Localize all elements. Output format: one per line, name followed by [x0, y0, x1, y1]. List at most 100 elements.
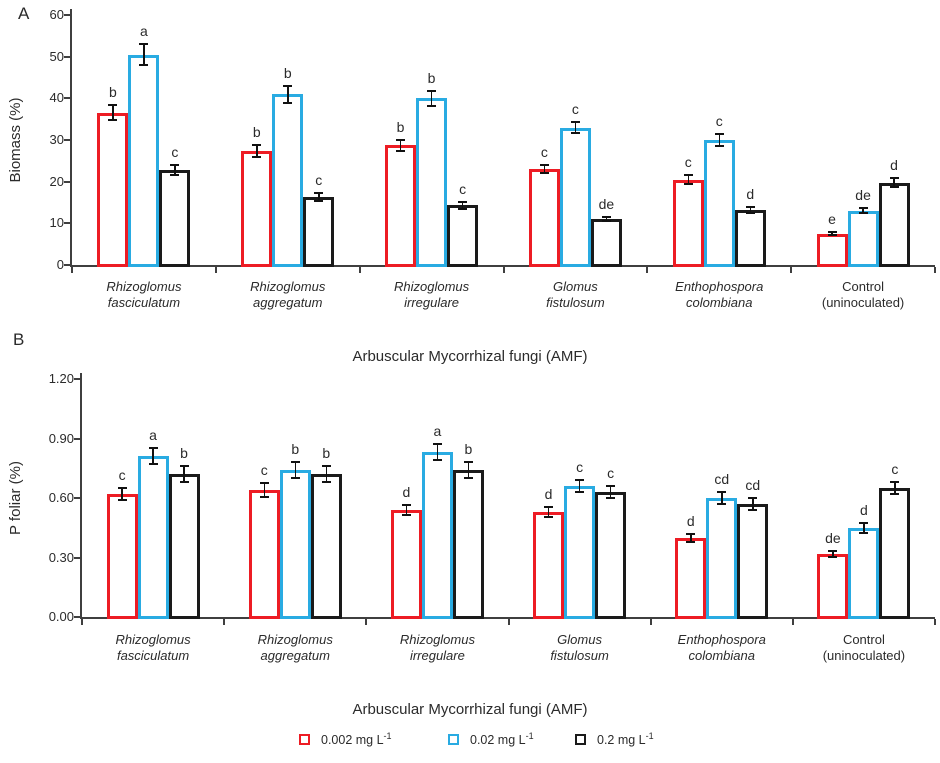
error-bar-cap: [717, 502, 727, 505]
y-tick-label: 60: [49, 7, 64, 22]
x-tick: [934, 619, 936, 625]
y-axis: [80, 373, 82, 619]
panel-b-letter: B: [13, 330, 25, 349]
error-bar-line: [862, 208, 864, 214]
error-bar-cap: [252, 156, 262, 159]
sig-letter: c: [171, 144, 179, 160]
category-label: Rhizoglomus fasciculatum: [64, 279, 224, 311]
category-label: Glomus fistulosum: [495, 279, 655, 311]
y-tick: [64, 180, 70, 183]
sig-letter: d: [402, 483, 411, 500]
x-tick: [365, 619, 368, 625]
bar: [734, 209, 766, 267]
bar: [675, 537, 707, 619]
error-bar-cap: [108, 104, 118, 107]
error-bar-line: [263, 483, 265, 497]
category-label-line1: Control: [842, 279, 885, 294]
sig-letter: c: [576, 459, 584, 476]
sig-letter: d: [746, 185, 755, 202]
error-bar-line: [690, 533, 692, 542]
y-axis: [70, 9, 72, 267]
bar: [452, 470, 484, 619]
x-tick: [791, 619, 794, 625]
error-bar-cap: [828, 549, 838, 552]
bar: [385, 145, 417, 267]
error-bar-line: [832, 550, 834, 557]
error-bar-line: [121, 488, 123, 500]
error-bar-cap: [321, 481, 331, 484]
error-bar-line: [893, 178, 895, 187]
category-label: Enthophospora colombiana: [642, 632, 802, 664]
x-tick: [934, 267, 936, 273]
y-tick-label: 20: [49, 173, 64, 189]
bar: [564, 486, 596, 619]
bar: [847, 210, 879, 267]
category-label-line1: Enthophospora: [675, 279, 764, 294]
y-tick: [64, 14, 70, 16]
bar: [816, 233, 848, 267]
y-tick-label: 0: [56, 257, 64, 272]
bar: [737, 503, 769, 619]
error-bar-cap: [283, 101, 293, 104]
y-tick: [74, 497, 80, 499]
bar: [672, 179, 704, 267]
category-label: Rhizoglomus aggregatum: [215, 632, 375, 664]
bar: [241, 151, 273, 267]
error-bar-cap: [139, 43, 149, 46]
error-bar-cap: [148, 447, 158, 450]
error-bar-cap: [745, 205, 755, 208]
error-bar-line: [287, 85, 289, 103]
sig-letter: cd: [714, 471, 730, 488]
sig-letter: de: [598, 196, 615, 213]
bar: [310, 474, 342, 619]
category-label: Rhizoglomus irregulare: [352, 279, 512, 311]
sig-letter: a: [433, 423, 442, 440]
category-label-line1: Rhizoglomus: [399, 632, 475, 647]
category-label-line2: fasciculatum: [107, 295, 181, 310]
error-bar-cap: [401, 513, 411, 516]
category-label: Control (uninoculated): [783, 279, 940, 311]
sig-letter: e: [828, 211, 836, 228]
category-label: Rhizoglomus aggregatum: [208, 279, 368, 311]
error-bar-cap: [544, 505, 554, 508]
sig-letter: cd: [745, 477, 761, 493]
sig-letter: c: [540, 144, 548, 160]
error-bar-cap: [890, 481, 900, 484]
error-bar-cap: [539, 172, 549, 175]
sig-letter: c: [607, 465, 615, 482]
error-bar-line: [436, 444, 439, 461]
error-bar-cap: [858, 207, 868, 210]
legend-label: 0.2 mg L-1: [597, 731, 654, 748]
error-bar-cap: [606, 485, 616, 488]
error-bar-cap: [683, 174, 693, 177]
y-tick: [74, 437, 80, 440]
sig-letter: c: [684, 154, 692, 171]
sig-letter: d: [860, 501, 868, 518]
sig-letter: d: [686, 512, 695, 529]
category-label-line1: Glomus: [553, 279, 598, 294]
error-bar-line: [143, 44, 145, 65]
error-bar-line: [547, 506, 550, 517]
bar: [97, 112, 129, 267]
panel-a-letter: A: [18, 4, 30, 23]
error-bar-cap: [827, 231, 837, 234]
sig-letter: b: [464, 441, 473, 458]
error-bar-cap: [283, 84, 293, 87]
y-tick-label: 10: [49, 215, 64, 231]
x-tick: [71, 267, 73, 273]
y-tick: [64, 222, 70, 225]
error-bar-cap: [859, 521, 869, 524]
legend-swatch-icon: [299, 734, 310, 745]
error-bar-cap: [170, 164, 180, 166]
x-axis: [70, 265, 935, 267]
error-bar-cap: [117, 498, 127, 501]
x-tick: [646, 267, 649, 273]
error-bar-cap: [179, 465, 189, 468]
sig-letter: b: [180, 445, 188, 462]
category-label-line2: fistulosum: [546, 295, 605, 310]
category-label: Control (uninoculated): [784, 632, 940, 664]
y-tick-label: 1.20: [48, 371, 74, 386]
error-bar-cap: [463, 461, 473, 464]
sig-letter: c: [315, 172, 323, 189]
